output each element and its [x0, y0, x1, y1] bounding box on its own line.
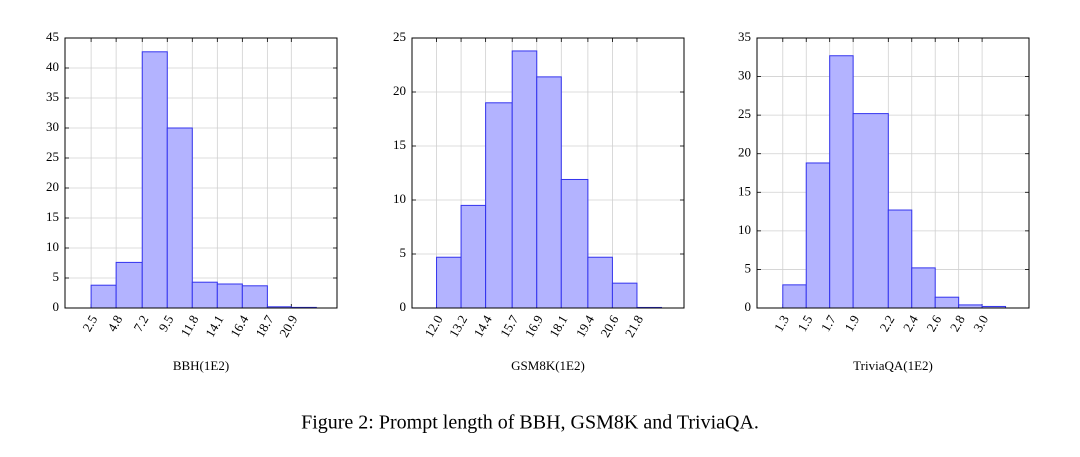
y-tick-label: 25 — [46, 149, 59, 164]
bar — [485, 102, 513, 309]
y-tick-label: 0 — [745, 299, 752, 314]
bar — [911, 267, 936, 309]
x-tick-label: 14.4 — [470, 312, 495, 340]
x-tick-label: 20.9 — [276, 312, 300, 339]
x-tick-label: 1.5 — [794, 312, 815, 334]
y-tick-label: 35 — [738, 29, 751, 44]
x-tick-label: 1.3 — [771, 312, 792, 334]
x-tick-label: 1.9 — [841, 312, 862, 334]
bar — [511, 50, 538, 309]
bar — [460, 204, 487, 309]
y-tick-label: 5 — [745, 260, 752, 275]
histogram-chart: 0 5 10 15 20 25 12.0 13.2 14.4 15.7 16.9 18.1 19.4 20… — [393, 29, 685, 373]
x-tick-label: 2.8 — [947, 312, 968, 334]
y-tick-label: 10 — [738, 222, 751, 237]
bar — [829, 55, 854, 309]
y-tick-label: 45 — [46, 29, 59, 44]
y-tick-label: 0 — [400, 299, 407, 314]
bar — [216, 283, 243, 309]
histogram-chart: 0 5 10 15 20 25 30 35 40 45 2.5 4.8 7.2 9.5 11.8 14.1 16… — [46, 29, 338, 373]
x-tick-label: 11.8 — [177, 312, 201, 339]
bar — [166, 127, 193, 309]
bar — [241, 285, 268, 309]
y-tick-label: 5 — [53, 269, 60, 284]
bar — [611, 282, 638, 309]
bar — [90, 284, 117, 309]
bar — [587, 256, 613, 309]
bar — [934, 296, 960, 309]
y-tick-label: 40 — [46, 59, 59, 74]
x-tick-label: 18.1 — [546, 312, 570, 339]
x-tick-label: 12.0 — [421, 312, 445, 339]
x-tick-label: 21.8 — [622, 312, 646, 339]
x-tick-label: 3.0 — [970, 312, 991, 334]
bar — [887, 209, 913, 309]
x-tick-label: 1.7 — [818, 312, 839, 334]
bar — [560, 178, 589, 309]
caption: Figure 2: Prompt length of BBH, GSM8K an… — [301, 412, 759, 434]
x-tick-label: 16.4 — [227, 312, 252, 340]
x-tick-label: 19.4 — [573, 312, 598, 340]
y-tick-label: 20 — [46, 179, 59, 194]
x-tick-label: 14.1 — [202, 312, 226, 339]
bar — [191, 281, 218, 309]
plot-frame — [411, 37, 685, 309]
y-tick-label: 15 — [46, 209, 59, 224]
bar — [141, 51, 168, 309]
plot-frame — [756, 37, 1030, 309]
x-tick-label: 13.2 — [446, 312, 470, 339]
y-tick-label: 10 — [46, 239, 59, 254]
x-axis-label: GSM8K(1E2) — [511, 358, 585, 373]
x-tick-label: 16.9 — [522, 312, 546, 339]
y-tick-label: 35 — [46, 89, 59, 104]
x-tick-label: 9.5 — [155, 312, 176, 334]
x-tick-label: 15.7 — [497, 312, 522, 340]
bar — [805, 162, 831, 309]
x-tick-label: 18.7 — [252, 312, 277, 340]
y-tick-label: 0 — [53, 299, 60, 314]
bar — [782, 284, 807, 309]
plot-frame — [64, 37, 338, 309]
x-tick-label: 2.5 — [79, 312, 100, 334]
bar — [852, 113, 889, 309]
bar — [436, 256, 462, 309]
y-tick-label: 25 — [393, 29, 406, 44]
y-tick-label: 15 — [738, 183, 751, 198]
y-tick-label: 25 — [738, 106, 751, 121]
x-tick-label: 7.2 — [130, 312, 151, 334]
x-axis-label: TriviaQA(1E2) — [853, 358, 933, 373]
x-axis-label: BBH(1E2) — [173, 358, 229, 373]
histogram-chart: 0 5 10 15 20 25 30 35 1.3 1.5 1.7 1.9 2.2 2.4 2.6 2.8 3.… — [738, 29, 1030, 373]
x-tick-label: 2.2 — [876, 312, 897, 334]
x-tick-label: 2.6 — [923, 312, 944, 334]
x-tick-label: 4.8 — [104, 312, 125, 334]
y-tick-label: 30 — [46, 119, 59, 134]
y-tick-label: 20 — [738, 145, 751, 160]
x-tick-label: 20.6 — [597, 312, 622, 340]
x-tick-label: 2.4 — [900, 312, 921, 334]
y-tick-label: 30 — [738, 68, 751, 83]
y-tick-label: 20 — [393, 83, 406, 98]
bar — [115, 261, 143, 309]
y-tick-label: 10 — [393, 191, 406, 206]
y-tick-label: 15 — [393, 137, 406, 152]
y-tick-label: 5 — [400, 245, 407, 260]
bar — [536, 76, 562, 309]
